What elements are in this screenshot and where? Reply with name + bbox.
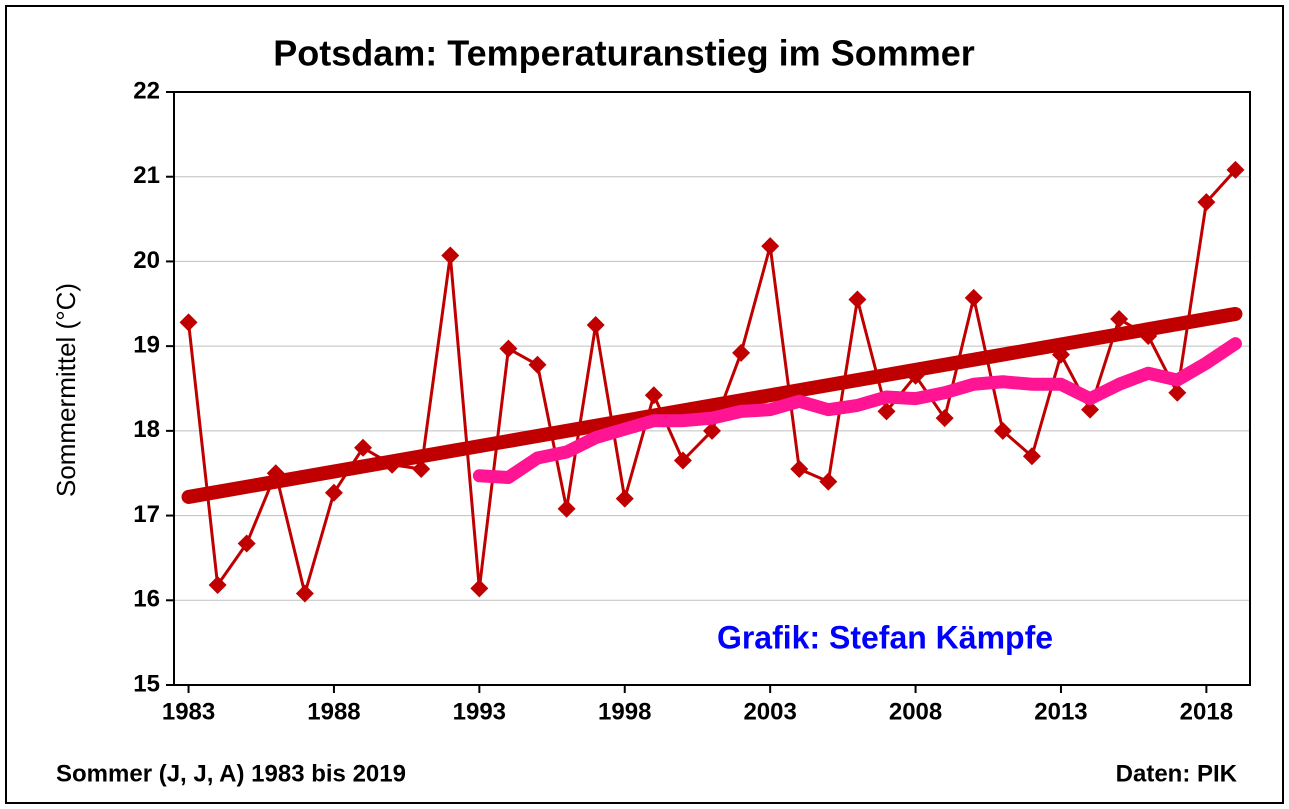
x-tick-label: 1998 <box>598 698 651 725</box>
x-tick-label: 1993 <box>453 698 506 725</box>
data-point <box>1226 160 1245 179</box>
data-point <box>441 246 460 265</box>
data-point <box>1197 193 1216 212</box>
data-point <box>179 313 198 332</box>
x-tick-label: 1988 <box>307 698 360 725</box>
data-point <box>877 402 896 421</box>
y-tick-label: 15 <box>133 670 160 697</box>
data-point <box>528 355 547 374</box>
plot-frame <box>173 91 1251 686</box>
y-tick-label: 18 <box>133 416 160 443</box>
y-tick-label: 17 <box>133 501 160 528</box>
x-tick-label: 2008 <box>889 698 942 725</box>
data-point <box>615 489 634 508</box>
chart-border <box>5 5 1284 804</box>
y-tick-label: 16 <box>133 586 160 613</box>
data-point <box>790 459 809 478</box>
chart-title: Potsdam: Temperaturanstieg im Sommer <box>273 33 975 74</box>
data-point <box>848 290 867 309</box>
data-point <box>703 421 721 440</box>
series-line <box>472 337 1242 484</box>
data-point <box>964 288 983 307</box>
data-point <box>732 343 751 362</box>
x-tick-label: 2003 <box>743 698 796 725</box>
x-tick-label: 1983 <box>162 698 215 725</box>
data-point <box>354 438 373 457</box>
data-point <box>1022 447 1041 466</box>
data-point <box>993 421 1012 440</box>
data-point <box>1081 400 1100 419</box>
data-point <box>761 237 780 256</box>
data-point <box>1110 310 1129 329</box>
data-point <box>586 315 605 334</box>
data-point <box>412 459 431 478</box>
data-point <box>644 386 663 405</box>
data-point <box>470 579 489 598</box>
data-point <box>1168 383 1187 402</box>
data-point <box>557 499 576 518</box>
source: Daten: PIK <box>1116 760 1238 787</box>
data-point <box>295 584 314 603</box>
data-point <box>208 576 227 595</box>
y-tick-label: 21 <box>133 162 160 189</box>
data-point <box>935 409 954 428</box>
y-tick-label: 20 <box>133 247 160 274</box>
data-point <box>499 339 518 358</box>
data-point <box>819 472 838 491</box>
data-point <box>673 451 692 470</box>
series-line <box>181 306 1243 504</box>
credit: Grafik: Stefan Kämpfe <box>717 619 1053 655</box>
data-point <box>324 483 343 502</box>
y-tick-label: 22 <box>133 77 160 104</box>
y-tick-label: 19 <box>133 331 160 358</box>
x-tick-label: 2018 <box>1180 698 1233 725</box>
data-point <box>237 534 256 553</box>
x-axis-label: Sommer (J, J, A) 1983 bis 2019 <box>56 760 406 787</box>
x-tick-label: 2013 <box>1034 698 1087 725</box>
y-axis-label: Sommermittel (°C) <box>51 283 81 497</box>
